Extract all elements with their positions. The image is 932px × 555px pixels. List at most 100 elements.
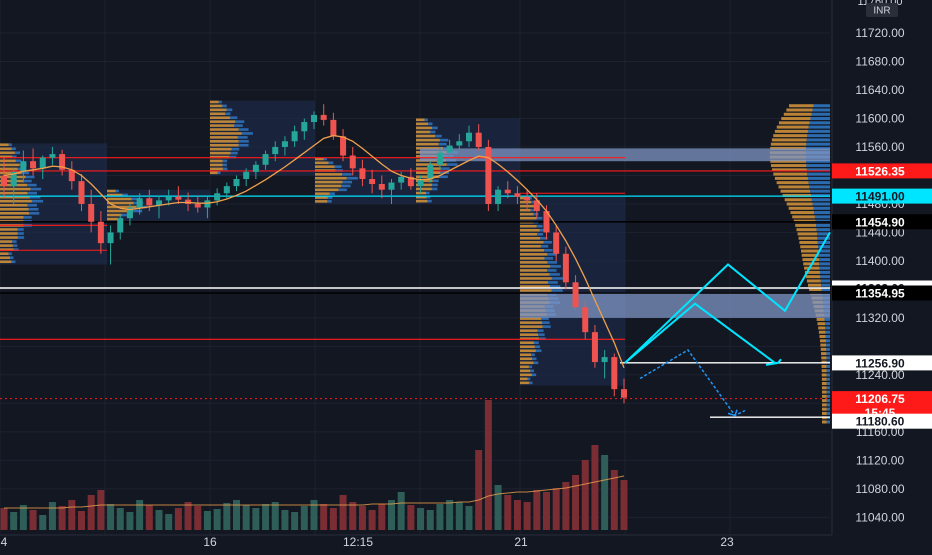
price-badge-label: 11256.90 [855,356,905,370]
candle-body [30,161,37,169]
profile-row-sell [8,143,12,146]
profile-row-buy [520,212,534,216]
profile-row-buy [0,187,31,191]
profile-row-sell [131,197,141,201]
composite-profile-sell [826,390,830,394]
profile-row-buy [107,205,137,209]
volume-bar [533,490,541,530]
composite-profile-buy [772,168,807,172]
composite-profile-sell [819,266,830,270]
price-tick-label: 11240.00 [855,368,904,382]
profile-row-buy [520,373,532,377]
volume-bar [397,492,405,530]
candle-body [417,179,424,187]
candle-body [562,253,569,283]
profile-row-buy [416,146,444,150]
volume-bar [29,510,37,530]
profile-row-buy [0,212,30,215]
volume-bar [494,485,502,530]
profile-row-sell [530,208,535,212]
composite-profile-buy [774,129,808,133]
composite-profile-sell [826,399,830,403]
profile-row-sell [27,203,38,207]
profile-row-sell [533,212,539,216]
price-tick-label: 11400.00 [855,254,904,268]
profile-row-buy [416,138,440,142]
profile-row-buy [210,132,242,135]
composite-profile-sell [806,164,830,168]
composite-profile-buy [821,394,827,398]
profile-row-sell [17,228,24,231]
composite-profile-buy [816,317,825,321]
profile-row-sell [549,273,560,276]
profile-row-sell [222,167,228,171]
candle-body [398,176,405,183]
profile-row-buy [315,173,343,176]
candle-body [359,168,366,180]
profile-row-sell [30,187,42,191]
composite-profile-sell [825,339,830,343]
candle-body [446,145,453,153]
composite-profile-sell [826,377,830,381]
profile-row-buy [210,128,239,131]
composite-profile-sell [824,317,830,321]
candle-body [1,175,7,187]
volume-bar [339,495,347,530]
profile-row-sell [531,353,535,357]
projection-zigzag [624,231,831,364]
candle-body [185,199,192,204]
profile-row-sell [121,213,127,217]
composite-profile-buy [818,330,826,334]
profile-row-buy [520,333,539,336]
composite-profile-buy [820,343,827,347]
profile-row-buy [416,163,447,166]
profile-row-buy [0,167,18,171]
candle-body [49,154,56,158]
composite-profile-sell [808,125,830,129]
price-badge-label: 11454.90 [855,215,905,229]
profile-row-buy [520,249,545,252]
profile-row-sell [342,173,352,176]
composite-profile-sell [825,326,830,330]
profile-row-sell [427,199,432,203]
composite-profile-sell [826,352,830,356]
time-tick-label: 23 [720,535,734,549]
volume-bar [465,506,473,530]
profile-row-sell [11,260,16,264]
profile-row-buy [520,361,534,365]
profile-row-buy [210,155,230,159]
composite-profile-buy [821,420,827,424]
profile-row-buy [520,265,551,268]
volume-bar [610,470,618,530]
candle-body [427,164,434,180]
composite-profile-sell [806,138,830,142]
candle-body [514,193,521,197]
profile-row-buy [0,203,28,207]
profile-row-sell [327,196,333,199]
price-badge [832,413,932,429]
candle-body [456,141,463,146]
composite-profile-sell [807,129,830,133]
composite-profile-sell [813,104,830,108]
composite-profile-sell [806,142,830,146]
volume-bar [291,512,299,530]
profile-row-buy [210,124,235,127]
profile-row-sell [222,159,228,163]
currency-label: INR [873,6,890,17]
price-axis[interactable]: 11760.00INR11720.0011680.0011640.0011600… [831,0,932,550]
profile-row-buy [520,325,543,328]
time-axis[interactable]: 4 16 12:15 21 23 [0,534,832,550]
profile-row-sell [327,200,332,203]
profile-row-buy [520,353,532,357]
profile-row-buy [520,216,537,220]
composite-profile-buy [800,249,819,253]
composite-profile-buy [786,108,813,112]
price-badges: 11526.3511491.0011454.9011362.0011354.95… [832,163,932,429]
price-badge [832,188,932,204]
profile-row-buy [520,273,550,276]
projection-drawings [624,231,831,417]
volume-bar [68,500,76,530]
profile-row-sell [31,199,44,203]
